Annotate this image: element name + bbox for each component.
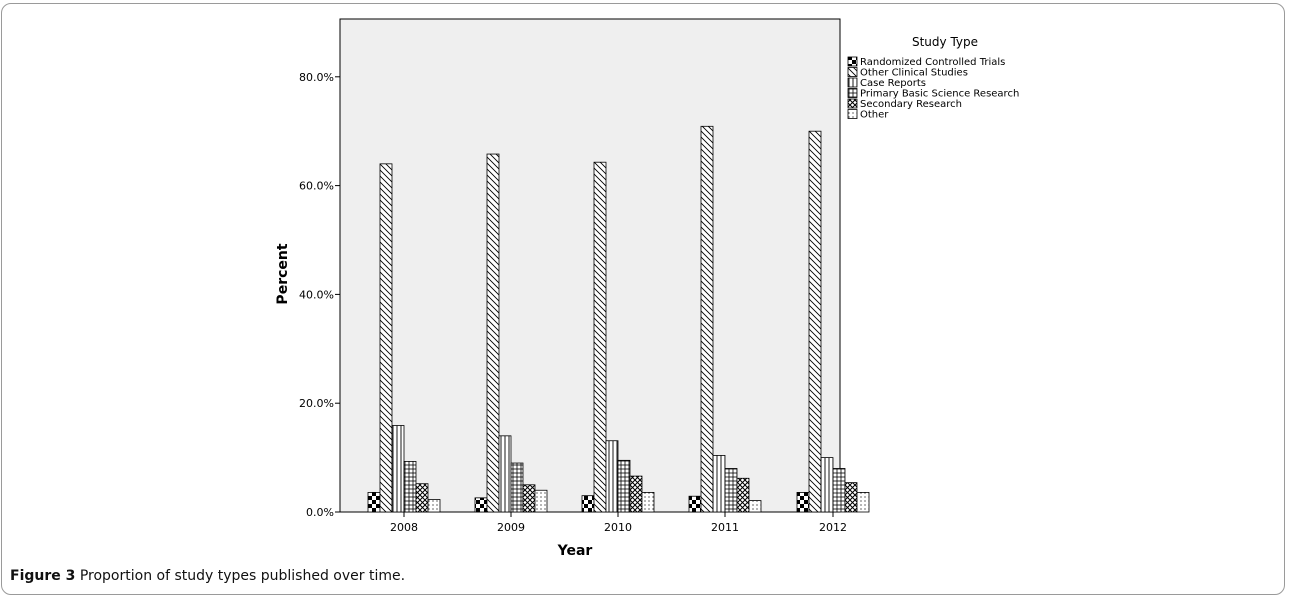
- figure-frame: [1, 3, 1285, 595]
- bar-2011-series-1: [688, 495, 702, 513]
- bar-2009-series-3: [498, 435, 512, 513]
- legend-label: Primary Basic Science Research: [860, 89, 1019, 100]
- x-tick-label: 2012: [819, 521, 847, 534]
- y-tick-label: 40.0%: [299, 288, 334, 301]
- bar-2012-series-4: [832, 468, 846, 513]
- bar-2012-series-5: [844, 482, 858, 513]
- caption-label: Figure 3: [10, 568, 76, 584]
- y-axis: 0.0% 20.0% 40.0% 60.0% 80.0%: [299, 71, 340, 519]
- bar-2008-series-3: [391, 425, 405, 513]
- bar-2009-series-1: [474, 497, 488, 513]
- legend: Study Type Randomized Controlled TrialsO…: [847, 35, 1019, 121]
- bar-2011-series-6: [748, 500, 762, 513]
- bar-2012-series-2: [808, 130, 822, 513]
- bar-2011-series-5: [736, 477, 750, 513]
- x-tick-label: 2009: [497, 521, 525, 534]
- bar-2012-series-6: [856, 492, 870, 513]
- bar-2011-series-2: [700, 125, 714, 513]
- bar-2008-series-5: [415, 483, 429, 513]
- legend-label: Other Clinical Studies: [860, 68, 968, 79]
- bar-2009-series-4: [510, 462, 524, 513]
- bars-group: [367, 125, 870, 513]
- x-axis: 2008 2009 2010 2011 2012: [390, 512, 847, 534]
- y-axis-title: Percent: [275, 243, 291, 304]
- x-tick-label: 2011: [711, 521, 739, 534]
- bar-2012-series-3: [820, 457, 834, 513]
- bar-2008-series-4: [403, 461, 417, 513]
- bar-2011-series-4: [724, 468, 738, 513]
- x-tick-label: 2010: [604, 521, 632, 534]
- bar-2010-series-2: [593, 161, 607, 513]
- bar-2010-series-6: [641, 492, 655, 513]
- figure-caption: Figure 3 Proportion of study types publi…: [10, 568, 405, 584]
- bar-2010-series-4: [617, 459, 631, 513]
- bar-2009-series-2: [486, 153, 500, 513]
- legend-label: Randomized Controlled Trials: [860, 57, 1005, 68]
- legend-title: Study Type: [912, 35, 978, 49]
- legend-swatch: [847, 98, 858, 109]
- bar-2008-series-1: [367, 492, 381, 513]
- bar-2010-series-5: [629, 475, 643, 513]
- y-tick-label: 80.0%: [299, 71, 334, 84]
- x-tick-label: 2008: [390, 521, 418, 534]
- bar-2010-series-1: [581, 495, 595, 513]
- y-tick-label: 60.0%: [299, 180, 334, 193]
- legend-swatch: [847, 77, 858, 88]
- plot-area: [339, 18, 841, 513]
- bar-2009-series-5: [522, 484, 536, 513]
- x-axis-title: Year: [557, 543, 593, 559]
- caption-text: Proportion of study types published over…: [79, 568, 406, 584]
- legend-swatch: [847, 88, 858, 98]
- bar-2008-series-2: [379, 163, 393, 513]
- bar-2009-series-6: [534, 489, 548, 513]
- legend-label: Case Reports: [860, 78, 926, 89]
- legend-swatch: [847, 109, 858, 119]
- bar-2010-series-3: [605, 440, 619, 513]
- legend-label: Other: [860, 110, 889, 121]
- bar-2011-series-3: [712, 455, 726, 513]
- y-tick-label: 20.0%: [299, 397, 334, 410]
- legend-swatch: [847, 67, 858, 77]
- bar-2012-series-1: [796, 492, 810, 513]
- bar-2008-series-6: [427, 499, 441, 513]
- legend-swatch: [847, 56, 858, 67]
- legend-label: Secondary Research: [860, 99, 962, 110]
- y-tick-label: 0.0%: [306, 506, 334, 519]
